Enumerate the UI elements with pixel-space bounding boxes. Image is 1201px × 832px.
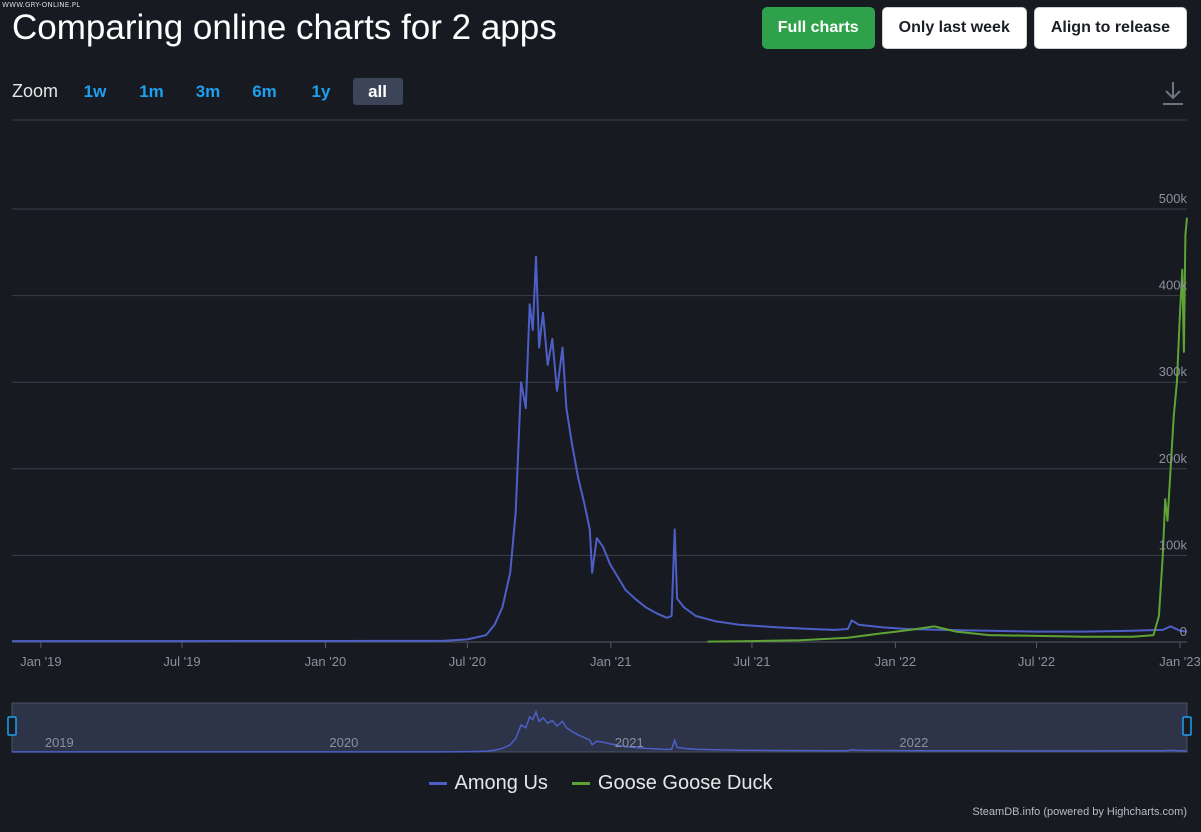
y-tick-label: 200k bbox=[1159, 451, 1188, 466]
zoom-label: Zoom bbox=[12, 81, 59, 101]
online-players-chart: Jan '19 Jul '19 Jan '20 Jul '20 Jan '21 Jul '… bbox=[7, 119, 1201, 753]
x-tick-label: Jul '21 bbox=[733, 654, 770, 669]
legend-swatch-goose-goose-duck bbox=[571, 782, 590, 785]
x-axis: Jan '19 Jul '19 Jan '20 Jul '20 Jan '21 Jul '… bbox=[20, 642, 1201, 669]
x-tick-label: Jan '20 bbox=[305, 654, 347, 669]
legend-item-among-us[interactable]: Among Us bbox=[428, 772, 548, 795]
top-button-group: Full charts Only last week Align to rele… bbox=[761, 7, 1187, 49]
navigator-label: 2020 bbox=[329, 735, 358, 750]
y-tick-label: 500k bbox=[1159, 191, 1188, 206]
y-tick-label: 400k bbox=[1159, 278, 1188, 293]
align-to-release-button[interactable]: Align to release bbox=[1033, 7, 1187, 49]
navigator-handle-icon[interactable] bbox=[1182, 716, 1192, 736]
legend-swatch-among-us bbox=[428, 782, 447, 785]
series-line-1 bbox=[707, 217, 1188, 643]
navigator-range bbox=[11, 702, 1188, 753]
grid-layer bbox=[12, 119, 1187, 643]
series-line-0 bbox=[12, 255, 1188, 643]
x-tick-label: Jan '23 bbox=[1159, 654, 1201, 669]
navigator-label: 2021 bbox=[615, 735, 644, 750]
zoom-3m-button[interactable]: 3m bbox=[195, 81, 221, 101]
x-tick-label: Jan '19 bbox=[20, 654, 62, 669]
legend-label-among-us: Among Us bbox=[454, 772, 548, 794]
x-tick-label: Jul '20 bbox=[449, 654, 486, 669]
x-tick-label: Jan '21 bbox=[590, 654, 632, 669]
x-tick-label: Jul '22 bbox=[1018, 654, 1055, 669]
zoom-6m-button[interactable]: 6m bbox=[252, 81, 277, 101]
credits-text[interactable]: SteamDB.info (powered by Highcharts.com) bbox=[972, 806, 1187, 818]
y-axis: 0 100k 200k 300k 400k 500k bbox=[1159, 191, 1188, 639]
zoom-1w-button[interactable]: 1w bbox=[83, 81, 107, 101]
x-tick-label: Jul '19 bbox=[163, 654, 200, 669]
legend-item-goose-goose-duck[interactable]: Goose Goose Duck bbox=[571, 772, 773, 795]
legend-label-goose-goose-duck: Goose Goose Duck bbox=[597, 772, 773, 794]
full-charts-button[interactable]: Full charts bbox=[761, 7, 875, 49]
series-layer bbox=[12, 217, 1188, 643]
only-last-week-button[interactable]: Only last week bbox=[881, 7, 1027, 49]
zoom-1y-button[interactable]: 1y bbox=[311, 81, 331, 101]
y-tick-label: 300k bbox=[1159, 364, 1188, 379]
x-tick-label: Jan '22 bbox=[875, 654, 917, 669]
page-title: Comparing online charts for 2 apps bbox=[12, 8, 557, 47]
zoom-bar: Zoom 1w 1m 3m 6m 1y all bbox=[12, 78, 409, 105]
navigator[interactable]: 2019 2020 2021 2022 bbox=[7, 702, 1192, 753]
navigator-label: 2019 bbox=[45, 735, 74, 750]
navigator-label: 2022 bbox=[899, 735, 928, 750]
legend: Among Us Goose Goose Duck bbox=[0, 772, 1201, 795]
navigator-handle-icon[interactable] bbox=[7, 716, 17, 736]
y-tick-label: 0 bbox=[1180, 624, 1187, 639]
download-icon[interactable] bbox=[1161, 80, 1185, 106]
watermark: WWW.GRY-ONLINE.PL bbox=[2, 1, 81, 9]
navigator-series-line bbox=[12, 709, 1188, 753]
zoom-all-button[interactable]: all bbox=[352, 78, 403, 105]
y-tick-label: 100k bbox=[1159, 537, 1188, 552]
zoom-1m-button[interactable]: 1m bbox=[139, 81, 164, 101]
